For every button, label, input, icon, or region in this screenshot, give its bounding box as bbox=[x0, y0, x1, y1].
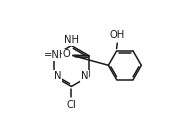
Text: =NH₂: =NH₂ bbox=[44, 50, 72, 60]
Text: Cl: Cl bbox=[66, 100, 76, 110]
Text: O: O bbox=[62, 50, 70, 59]
Text: OH: OH bbox=[110, 30, 125, 41]
Text: N: N bbox=[81, 71, 89, 81]
Text: NH: NH bbox=[64, 35, 79, 45]
Text: N: N bbox=[54, 71, 62, 81]
